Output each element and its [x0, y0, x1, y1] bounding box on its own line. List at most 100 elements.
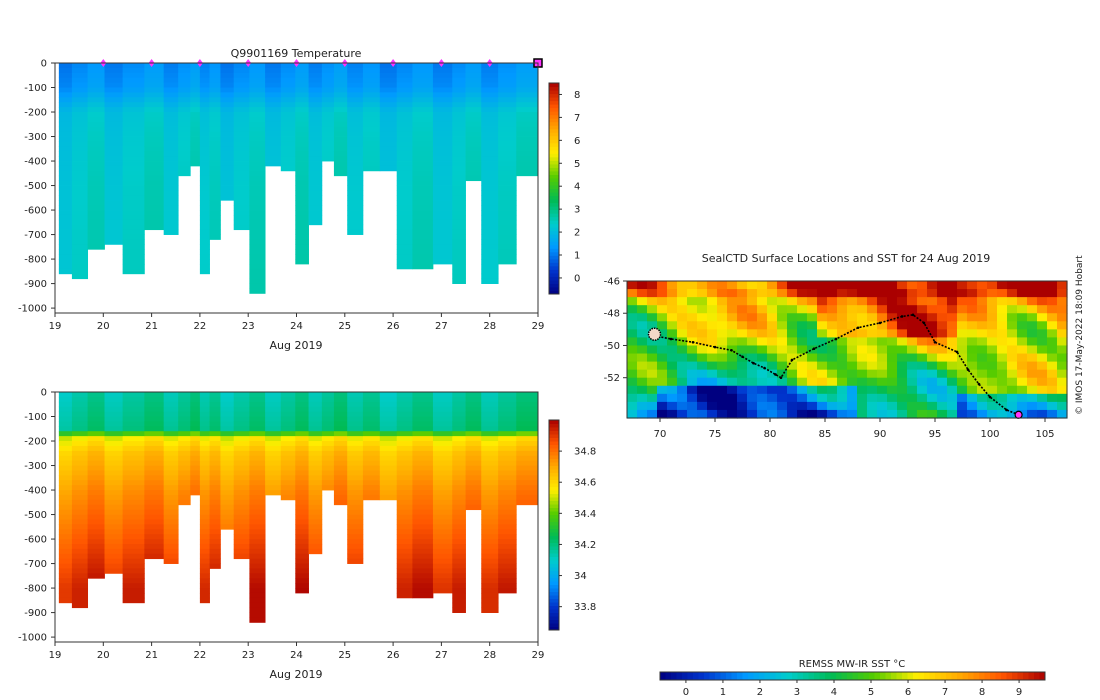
x-tick-label: 22	[194, 650, 207, 661]
profile-cell	[58, 524, 73, 530]
profile-cell	[265, 151, 282, 157]
y-tick-label: -200	[24, 437, 47, 448]
profile-cell	[498, 411, 517, 417]
profile-cell	[209, 431, 221, 437]
profile-cell	[481, 553, 499, 560]
profile-cell	[295, 455, 309, 462]
y-tick-label: -300	[24, 461, 47, 472]
profile-cell	[412, 485, 434, 491]
profile-cell	[249, 259, 266, 265]
sst-cell	[667, 297, 678, 306]
profile-cell	[122, 175, 145, 182]
sst-cell	[877, 281, 888, 290]
sst-cell	[707, 401, 718, 411]
sst-cell	[737, 401, 748, 411]
sst-cell	[1037, 401, 1048, 411]
profile-cell	[432, 426, 453, 432]
sst-cell	[917, 305, 928, 314]
profile-cell	[432, 406, 453, 413]
profile-cell	[190, 455, 201, 462]
profile-cell	[233, 499, 250, 506]
profile-cell	[87, 224, 105, 231]
profile-cell	[333, 156, 348, 162]
colorbar-swatch	[726, 672, 732, 680]
sst-cell	[747, 297, 758, 306]
profile-cell	[104, 205, 124, 211]
sst-cell	[1057, 393, 1068, 403]
profile-cell	[178, 494, 191, 501]
sst-cell	[797, 377, 808, 387]
sst-cell	[937, 321, 948, 330]
sst-cell	[737, 297, 748, 306]
profile-cell	[104, 396, 124, 403]
profile-cell	[104, 494, 124, 501]
profile-cell	[122, 67, 145, 74]
profile-cell	[396, 578, 413, 584]
profile-cell	[163, 131, 179, 137]
profile-cell	[321, 455, 335, 462]
sst-cell	[797, 313, 808, 322]
colorbar-swatch	[549, 623, 559, 627]
profile-cell	[396, 411, 413, 417]
profile-cell	[295, 519, 309, 525]
profile-cell	[333, 475, 348, 481]
profile-cell	[190, 146, 201, 152]
profile-cell	[498, 195, 517, 201]
profile-cell	[432, 504, 453, 511]
sst-cell	[997, 297, 1008, 306]
sst-cell	[937, 393, 948, 403]
colorbar-swatch	[549, 93, 559, 98]
profile-column	[249, 63, 266, 294]
profile-cell	[104, 151, 124, 157]
sst-cell	[897, 401, 908, 411]
y-tick-label: -300	[24, 132, 47, 143]
y-tick-label: -900	[24, 608, 47, 619]
colorbar-swatch	[549, 584, 559, 589]
profile-cell	[104, 136, 124, 142]
profile-cell	[347, 151, 364, 157]
profile-cell	[199, 470, 210, 476]
profile-cell	[58, 210, 73, 216]
sst-cell	[757, 313, 768, 322]
profile-cell	[209, 131, 221, 137]
profile-cell	[104, 470, 124, 476]
profile-cell	[412, 504, 434, 511]
map-x-ticks: 70 75 80 85 90 95 100 105	[654, 418, 1055, 440]
profile-cell	[220, 195, 235, 201]
profile-cell	[347, 445, 364, 452]
profile-cell	[333, 102, 348, 108]
profile-cell	[481, 539, 499, 545]
profile-cell	[87, 67, 105, 74]
profile-cell	[396, 558, 413, 564]
profile-cell	[71, 165, 89, 172]
profile-cell	[104, 180, 124, 186]
sst-cell	[967, 361, 978, 371]
profile-cell	[280, 416, 296, 422]
profile-cell	[452, 543, 466, 550]
profile-cell	[333, 63, 348, 69]
sst-cell	[877, 289, 888, 298]
profile-cell	[516, 465, 539, 471]
profile-cell	[178, 82, 191, 88]
profile-cell	[58, 131, 73, 137]
sst-cell	[887, 297, 898, 306]
profile-cell	[308, 146, 323, 152]
profile-cell	[87, 239, 105, 245]
sst-cell	[1057, 329, 1068, 339]
colorbar-swatch	[549, 427, 559, 431]
sst-cell	[647, 337, 658, 347]
profile-cell	[233, 224, 250, 231]
profile-cell	[347, 161, 364, 167]
salinity-x-ticks: 19 20 21 22 23 24 25 26 27 28 29	[49, 642, 544, 661]
profile-cell	[412, 102, 434, 108]
colorbar-swatch	[902, 672, 908, 680]
sst-cell	[897, 409, 908, 419]
profile-cell	[58, 445, 73, 452]
profile-cell	[265, 470, 282, 476]
profile-cell	[265, 87, 282, 93]
profile-cell	[104, 102, 124, 108]
profile-cell	[432, 441, 453, 447]
profile-cell	[347, 494, 364, 501]
profile-cell	[144, 504, 165, 511]
